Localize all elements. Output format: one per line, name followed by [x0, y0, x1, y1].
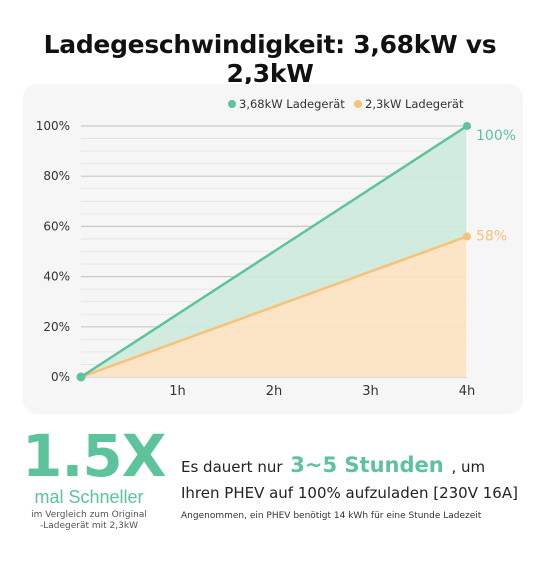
series-points — [76, 122, 471, 382]
comparison-note-line1: im Vergleich zum Original — [31, 510, 147, 520]
end-labels: 100% 58% — [476, 128, 516, 244]
x-tick-label: 1h — [169, 384, 186, 399]
legend-dot-3-68kw — [228, 100, 236, 108]
y-axis-labels: 0% 20% 40% 60% 80% 100% — [36, 119, 70, 384]
legend-label-3-68kw: 3,68kW Ladegerät — [239, 97, 345, 111]
comparison-note-line2: -Ladegerät mit 2,3kW — [40, 521, 138, 531]
x-tick-label: 3h — [362, 384, 379, 399]
y-tick-label: 100% — [36, 119, 70, 133]
page-title: Ladegeschwindigkeit: 3,68kW vs 2,3kW — [43, 30, 497, 88]
x-tick-label: 4h — [459, 384, 476, 399]
line-2-3kw — [80, 235, 468, 379]
y-tick-label: 60% — [43, 219, 70, 233]
legend: 3,68kW Ladegerät 2,3kW Ladegerät — [228, 97, 464, 111]
description-line1: Es dauert nur 3~5 Stunden , um — [181, 453, 485, 477]
speed-factor-subtitle: mal Schneller — [34, 487, 144, 507]
description-highlight: 3~5 Stunden — [290, 453, 444, 477]
y-tick-label: 20% — [43, 320, 70, 334]
comparison-note: im Vergleich zum Original -Ladegerät mit… — [22, 510, 156, 532]
y-tick-label: 40% — [43, 270, 70, 284]
chart-card: 0% 20% 40% 60% 80% 100% 1h 2h 3h 4h 100% 58% 3,68… — [23, 84, 523, 414]
end-label-3-68kw: 100% — [476, 128, 516, 144]
series-lines — [80, 124, 468, 379]
speed-factor: 1.5X — [22, 422, 166, 490]
end-point-2-3kw — [463, 232, 471, 241]
footnote: Angenommen, ein PHEV benötigt 14 kWh für… — [181, 511, 482, 521]
y-tick-label: 0% — [51, 370, 70, 384]
charging-chart: 0% 20% 40% 60% 80% 100% 1h 2h 3h 4h 100% 58% 3,68… — [36, 97, 516, 399]
legend-dot-2-3kw — [354, 100, 362, 108]
end-label-2-3kw: 58% — [476, 228, 507, 244]
legend-label-2-3kw: 2,3kW Ladegerät — [365, 97, 464, 111]
description-line2: Ihren PHEV auf 100% aufzuladen [230V 16A… — [181, 484, 518, 502]
y-tick-label: 80% — [43, 169, 70, 183]
x-tick-label: 2h — [266, 384, 283, 399]
start-point — [76, 372, 86, 382]
x-axis-labels: 1h 2h 3h 4h — [169, 384, 475, 399]
description-suffix: , um — [451, 458, 486, 476]
line-3-68kw — [80, 124, 468, 379]
end-point-3-68kw — [463, 122, 471, 130]
description-prefix: Es dauert nur — [181, 458, 283, 476]
